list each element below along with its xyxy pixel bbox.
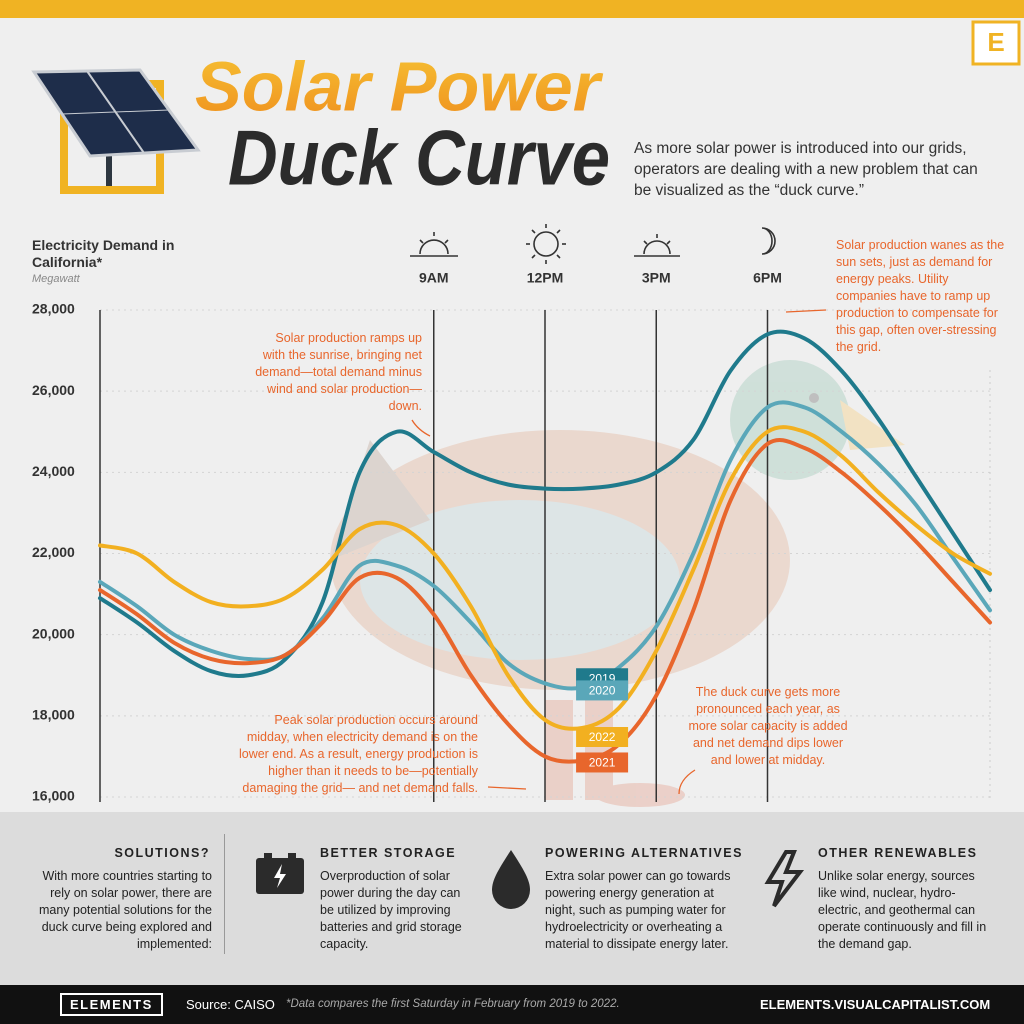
series-label: 2020 xyxy=(589,684,616,698)
y-title: Electricity Demand in California* xyxy=(32,237,175,270)
lightning-icon xyxy=(764,850,805,908)
solutions-heading: SOLUTIONS? xyxy=(114,846,210,860)
logo: E xyxy=(987,27,1004,57)
series-line xyxy=(98,425,992,731)
y-tick-label: 18,000 xyxy=(32,707,75,723)
y-tick-label: 28,000 xyxy=(32,301,75,317)
x-tick-label: 3PM xyxy=(642,270,671,286)
series-label: 2022 xyxy=(589,730,616,744)
annotation: Solar production ramps up with the sunri… xyxy=(255,331,422,413)
brand: ELEMENTS xyxy=(60,993,163,1016)
logo-box xyxy=(971,20,1021,66)
y-tick-label: 26,000 xyxy=(32,382,75,398)
url: ELEMENTS.VISUALCAPITALIST.COM xyxy=(760,997,991,1012)
grid xyxy=(99,309,991,802)
title-line1: Solar Power xyxy=(195,47,604,125)
y-tick-label: 24,000 xyxy=(32,463,75,479)
drop-icon xyxy=(492,850,530,909)
item-text: Unlike solar energy, sources like wind, … xyxy=(818,869,987,951)
solutions-panel: SOLUTIONS? With more countries starting … xyxy=(0,812,1024,985)
y-tick-label: 16,000 xyxy=(32,788,75,804)
annotation: Solar production wanes as the sun sets, … xyxy=(836,238,1005,354)
item-text: Extra solar power can go towards powerin… xyxy=(545,869,731,951)
series-line xyxy=(98,400,992,691)
series-label-box xyxy=(576,680,629,701)
series-label: 2021 xyxy=(589,756,616,770)
x-tick-label: 9AM xyxy=(419,270,449,286)
x-tick-label: 12PM xyxy=(527,270,564,286)
intro: As more solar power is introduced into o… xyxy=(634,140,978,199)
series-line xyxy=(98,438,992,764)
solutions-text: With more countries starting to rely on … xyxy=(38,869,212,951)
top-bar xyxy=(0,0,1024,18)
divider xyxy=(224,834,225,954)
title-line2: Duck Curve xyxy=(228,114,610,202)
duck-illustration xyxy=(330,360,905,807)
annotation-arrows xyxy=(411,309,827,795)
series-label-box xyxy=(576,752,629,773)
footer: ELEMENTS Source: CAISO *Data compares th… xyxy=(0,985,1024,1024)
item-title: POWERING ALTERNATIVES xyxy=(545,846,743,860)
time-icons xyxy=(410,224,776,264)
annotation: The duck curve gets more pronounced each… xyxy=(688,685,848,767)
solar-panel-icon xyxy=(31,68,201,194)
y-unit: Megawatt xyxy=(32,273,80,285)
chart: E Solar Power Duck Curve 201920202022202… xyxy=(0,0,1024,807)
annotation: Peak solar production occurs around midd… xyxy=(238,713,478,795)
series-label-box xyxy=(576,727,629,748)
battery-icon xyxy=(256,853,304,894)
item-text: Overproduction of solar power during the… xyxy=(320,869,462,951)
x-tick-label: 6PM xyxy=(753,270,782,286)
y-tick-label: 20,000 xyxy=(32,625,75,641)
item-title: BETTER STORAGE xyxy=(320,846,457,860)
series-line xyxy=(98,329,992,679)
source: Source: CAISO xyxy=(186,997,275,1012)
item-title: OTHER RENEWABLES xyxy=(818,846,978,860)
note: *Data compares the first Saturday in Feb… xyxy=(286,998,620,1010)
y-tick-label: 22,000 xyxy=(32,544,75,560)
